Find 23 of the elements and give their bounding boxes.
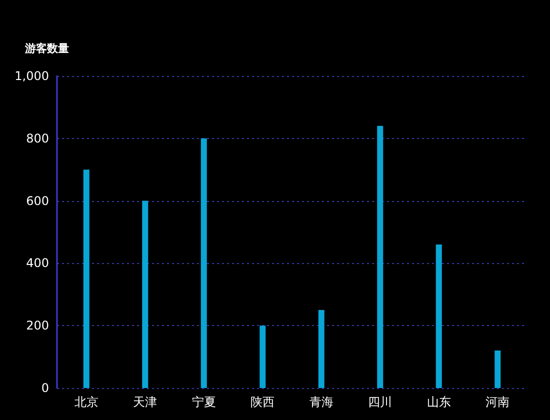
- x-tick-label: 四川: [368, 395, 392, 409]
- bar: [377, 126, 384, 388]
- x-tick-label: 山东: [426, 395, 451, 409]
- bar: [494, 350, 501, 388]
- bar: [83, 170, 90, 388]
- x-tick-label: 宁夏: [192, 395, 216, 409]
- bar: [260, 326, 266, 388]
- x-tick-label: 青海: [309, 395, 334, 409]
- x-tick-label: 天津: [133, 395, 158, 409]
- x-tick-label: 河南: [486, 395, 510, 409]
- bar: [200, 138, 207, 388]
- y-tick-label: 0: [41, 381, 49, 395]
- bar: [142, 200, 148, 388]
- bar: [436, 244, 442, 388]
- y-tick-label: 400: [26, 256, 49, 270]
- y-axis-title: 游客数量: [24, 42, 69, 55]
- x-tick-label: 北京: [74, 395, 98, 409]
- y-tick-label: 200: [26, 318, 49, 333]
- y-tick-label: 800: [26, 131, 49, 146]
- y-tick-label: 600: [26, 194, 49, 208]
- bar: [318, 310, 324, 388]
- x-tick-label: 陕西: [250, 395, 275, 409]
- y-tick-label: 1,000: [14, 69, 49, 83]
